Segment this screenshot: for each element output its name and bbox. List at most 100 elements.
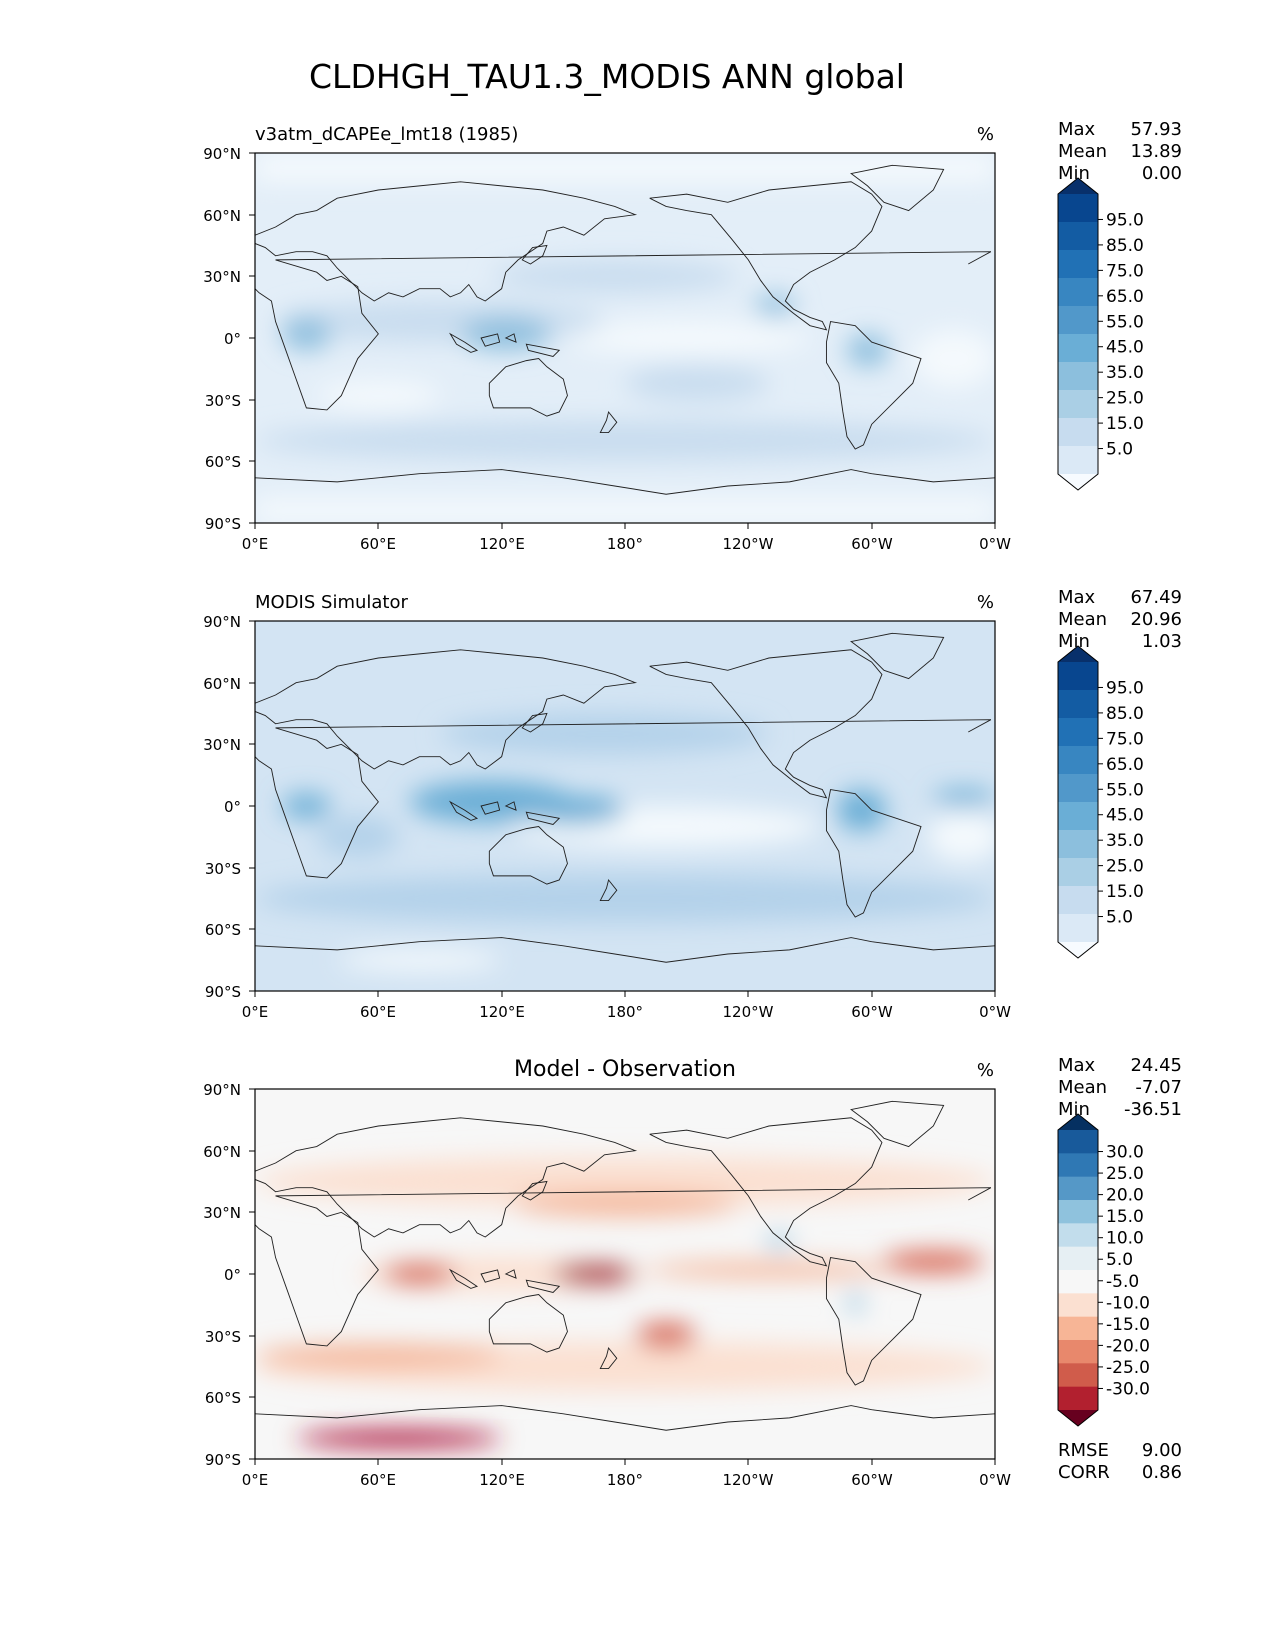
- colorbar-tick-label: 35.0: [1106, 831, 1144, 851]
- stat-value: 1.03: [1142, 631, 1182, 652]
- lon-tick-label: 120°E: [479, 1003, 525, 1021]
- colorbar-tick-label: -10.0: [1106, 1293, 1150, 1313]
- colorbar-segment: [1058, 446, 1098, 475]
- colorbar-tick-label: 25.0: [1106, 389, 1144, 409]
- lat-tick-label: 60°S: [205, 921, 241, 939]
- panel-title: MODIS Simulator: [255, 592, 408, 613]
- lat-tick-label: 90°N: [203, 1081, 241, 1099]
- colorbar-tick-label: 85.0: [1106, 704, 1144, 724]
- colorbar-segment: [1058, 278, 1098, 307]
- colorbar-segment: [1058, 718, 1098, 747]
- colorbar-segment: [1058, 194, 1098, 223]
- colorbar-extend-min: [1058, 1410, 1098, 1426]
- stat-value: 24.45: [1130, 1055, 1182, 1076]
- lon-tick-label: 60°W: [851, 535, 893, 553]
- colorbar-segment: [1058, 1176, 1098, 1201]
- colorbar-segment: [1058, 802, 1098, 831]
- colorbar-segment: [1058, 662, 1098, 691]
- metric-label: RMSE: [1058, 1440, 1109, 1461]
- colorbar-extend-min: [1058, 942, 1098, 958]
- colorbar-tick-label: 30.0: [1106, 1143, 1144, 1163]
- colorbar-tick-label: 55.0: [1106, 312, 1144, 332]
- panel-test: v3atm_dCAPEe_lmt18 (1985) % Max 57.93 Me…: [203, 119, 1182, 553]
- stat-value: 67.49: [1130, 587, 1182, 608]
- colorbar-extend-min: [1058, 474, 1098, 490]
- colorbar-segment: [1058, 1246, 1098, 1271]
- lon-tick-label: 0°W: [979, 1003, 1011, 1021]
- colorbar-segment: [1058, 1200, 1098, 1224]
- panel-units: %: [977, 124, 994, 145]
- lat-tick-label: 30°N: [203, 268, 241, 286]
- colorbar-segment: [1058, 830, 1098, 859]
- colorbar-segment: [1058, 1316, 1098, 1341]
- panel-units: %: [977, 592, 994, 613]
- colorbar-tick-label: 45.0: [1106, 338, 1144, 358]
- colorbar-segment: [1058, 1130, 1098, 1154]
- stats-block: Max 24.45 Mean -7.07 Min -36.51: [1058, 1055, 1182, 1120]
- colorbar-segment: [1058, 250, 1098, 279]
- colorbar-segment: [1058, 914, 1098, 943]
- lat-tick-label: 0°: [224, 330, 241, 348]
- lat-tick-label: 60°S: [205, 1389, 241, 1407]
- map-frame: [254, 620, 996, 992]
- colorbar-segment: [1058, 1153, 1098, 1178]
- lat-tick-label: 90°S: [205, 1451, 241, 1469]
- lon-axis: 0°E 60°E 120°E 180° 120°W 60°W 0°W: [242, 1459, 1011, 1489]
- colorbar-outline: [1057, 177, 1099, 491]
- metrics-block: RMSE 9.00 CORR 0.86: [1058, 1440, 1182, 1483]
- colorbar-outline: [1057, 1113, 1099, 1427]
- colorbar-tick-label: 15.0: [1106, 414, 1144, 434]
- metric-label: CORR: [1058, 1462, 1110, 1483]
- stats-block: Max 57.93 Mean 13.89 Min 0.00: [1058, 119, 1182, 184]
- colorbar-segment: [1058, 1386, 1098, 1411]
- lat-axis: 90°N 60°N 30°N 0° 30°S 60°S 90°S: [203, 145, 255, 533]
- lon-tick-label: 60°E: [360, 1471, 396, 1489]
- colorbar-tick-label: 65.0: [1106, 287, 1144, 307]
- colorbar-segment: [1058, 690, 1098, 719]
- colorbar-segment: [1058, 774, 1098, 803]
- lon-tick-label: 180°: [607, 1471, 643, 1489]
- stat-label: Mean: [1058, 141, 1107, 162]
- colorbar-tick-label: -20.0: [1106, 1336, 1150, 1356]
- colorbar-tick-label: -5.0: [1106, 1272, 1139, 1292]
- stat-value: 0.00: [1142, 163, 1182, 184]
- colorbar-tick-label: 25.0: [1106, 857, 1144, 877]
- colorbar-tick-label: 95.0: [1106, 210, 1144, 230]
- lat-tick-label: 0°: [224, 798, 241, 816]
- colorbar-tick-label: 15.0: [1106, 1207, 1144, 1227]
- colorbar-segment: [1058, 418, 1098, 447]
- colorbar-extend-max: [1058, 646, 1098, 662]
- colorbar-extend-max: [1058, 1114, 1098, 1130]
- panel-units: %: [977, 1060, 994, 1081]
- lat-tick-label: 90°N: [203, 145, 241, 163]
- colorbar-segment: [1058, 1363, 1098, 1388]
- colorbar-tick-label: 55.0: [1106, 780, 1144, 800]
- lon-tick-label: 120°W: [723, 535, 774, 553]
- lat-tick-label: 60°S: [205, 453, 241, 471]
- colorbar-tick-label: 5.0: [1106, 440, 1133, 460]
- colorbar-tick-label: 75.0: [1106, 729, 1144, 749]
- lon-tick-label: 0°E: [242, 1471, 269, 1489]
- lon-tick-label: 0°E: [242, 535, 269, 553]
- lon-tick-label: 0°E: [242, 1003, 269, 1021]
- stat-label: Min: [1058, 1099, 1090, 1120]
- colorbar-segment: [1058, 858, 1098, 887]
- lat-tick-label: 30°S: [205, 1328, 241, 1346]
- stat-value: 57.93: [1130, 119, 1182, 140]
- lon-tick-label: 120°W: [723, 1003, 774, 1021]
- colorbar-tick-label: 20.0: [1106, 1186, 1144, 1206]
- colorbar-tick-label: -15.0: [1106, 1315, 1150, 1335]
- lon-tick-label: 60°E: [360, 535, 396, 553]
- stats-block: Max 67.49 Mean 20.96 Min 1.03: [1058, 587, 1182, 652]
- lat-tick-label: 60°N: [203, 207, 241, 225]
- colorbar-segment: [1058, 746, 1098, 775]
- colorbar-segment: [1058, 306, 1098, 335]
- metric-value: 0.86: [1142, 1462, 1182, 1483]
- lat-tick-label: 90°S: [205, 515, 241, 533]
- lat-tick-label: 30°N: [203, 736, 241, 754]
- colorbar: 30.025.020.015.010.05.0-5.0-10.0-15.0-20…: [1057, 1113, 1150, 1427]
- colorbar: 95.0 85.0 75.0 65.0 55.0 45.0 35.0 25.0 15.0 5.0: [1057, 177, 1144, 491]
- colorbar-segment: [1058, 362, 1098, 391]
- lon-tick-label: 60°E: [360, 1003, 396, 1021]
